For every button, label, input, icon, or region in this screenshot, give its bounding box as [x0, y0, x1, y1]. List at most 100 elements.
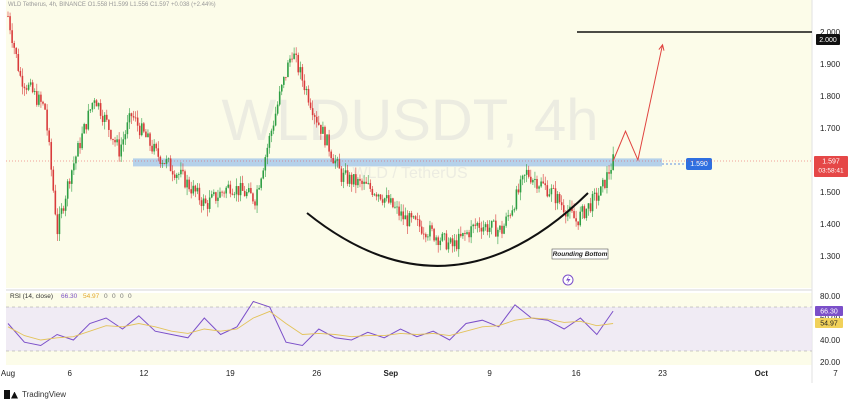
drawings-layer[interactable] [306, 31, 812, 267]
candle-body [315, 116, 318, 123]
candle [521, 174, 524, 186]
candle [173, 170, 176, 181]
candle [486, 220, 489, 236]
candle [83, 122, 85, 134]
candle [608, 165, 610, 180]
candle-body [369, 182, 372, 189]
target-level-badge [816, 34, 840, 45]
rounding-bottom-label: Rounding Bottom [553, 251, 608, 258]
candle [404, 207, 407, 220]
candle [470, 220, 472, 244]
candle-body [330, 151, 332, 159]
candle-body [173, 174, 176, 178]
candle [503, 223, 505, 235]
candle [58, 206, 61, 241]
target-level-value: 2.000 [819, 37, 837, 44]
rounding-bottom-label-box [551, 248, 609, 260]
candle [233, 191, 236, 199]
candle [484, 222, 487, 231]
candle-body [357, 178, 359, 186]
candle-body [217, 197, 219, 201]
candle [68, 178, 71, 189]
candle [367, 175, 370, 185]
lightning-icon[interactable] [562, 274, 574, 286]
candle [445, 230, 448, 251]
candle [7, 11, 9, 18]
candle-body [256, 189, 258, 206]
symbol-info-line: WLD Tetherus, 4h, BINANCE O1.558 H1.599 … [8, 2, 216, 8]
candle [363, 175, 365, 190]
candle [270, 128, 273, 143]
candle-body [241, 183, 244, 191]
candle [420, 220, 423, 235]
candle [110, 129, 112, 141]
candle-body [575, 218, 577, 222]
candle [149, 131, 151, 152]
candle [340, 165, 343, 186]
candle [237, 186, 240, 202]
candle [256, 185, 258, 214]
candle-body [406, 215, 409, 227]
candle-body [381, 199, 384, 203]
candle-body [219, 191, 221, 198]
candle-body [606, 172, 608, 188]
candle-body [373, 194, 376, 196]
candle [604, 179, 606, 190]
candle-body [149, 133, 151, 146]
candle [324, 125, 326, 148]
candle-body [202, 198, 205, 207]
candle-body [293, 53, 295, 59]
candle [219, 187, 221, 199]
candle-body [124, 134, 127, 140]
candle [13, 40, 15, 55]
candle-body [486, 224, 489, 232]
candle-body [231, 193, 234, 195]
candle-body [558, 194, 561, 203]
candle-body [268, 135, 271, 148]
candle [46, 104, 48, 136]
candle [501, 220, 503, 239]
candle [587, 203, 590, 216]
candle-body [165, 159, 168, 164]
candle [159, 155, 162, 168]
candle-body [13, 43, 15, 48]
candle-body [350, 174, 353, 185]
candle [99, 99, 102, 120]
candle [52, 166, 55, 193]
candle-body [159, 156, 162, 164]
candle [412, 215, 415, 219]
candle-body [595, 192, 598, 201]
candle [400, 204, 402, 222]
candle-body [511, 210, 514, 216]
footer-brand[interactable]: TradingView [4, 387, 66, 401]
candle-body [492, 220, 495, 222]
price-tick-label: 2.000 [820, 28, 841, 37]
candle [116, 135, 118, 146]
rsi-value-1: 66.30 [61, 293, 78, 300]
candle-body [157, 148, 160, 157]
candle-body [58, 213, 61, 235]
candle [379, 193, 382, 201]
candle-body [295, 53, 297, 55]
candle-body [530, 176, 532, 183]
candle-body [379, 194, 382, 200]
candle-body [552, 188, 555, 190]
candle-body [79, 142, 81, 149]
candle [449, 236, 452, 244]
candle [402, 204, 404, 226]
candle-body [593, 192, 596, 194]
candle [93, 97, 96, 110]
candle [301, 64, 304, 87]
candle-body [377, 194, 380, 197]
rsi-line [7, 300, 614, 347]
candle [357, 177, 359, 188]
candle-body [27, 84, 30, 90]
countdown-value: 03:58:41 [818, 168, 844, 175]
candle-body [46, 109, 48, 131]
candles-layer[interactable] [7, 11, 614, 257]
candle-body [145, 131, 147, 138]
candle [50, 138, 53, 177]
candle-body [229, 184, 232, 194]
candle [285, 76, 287, 81]
